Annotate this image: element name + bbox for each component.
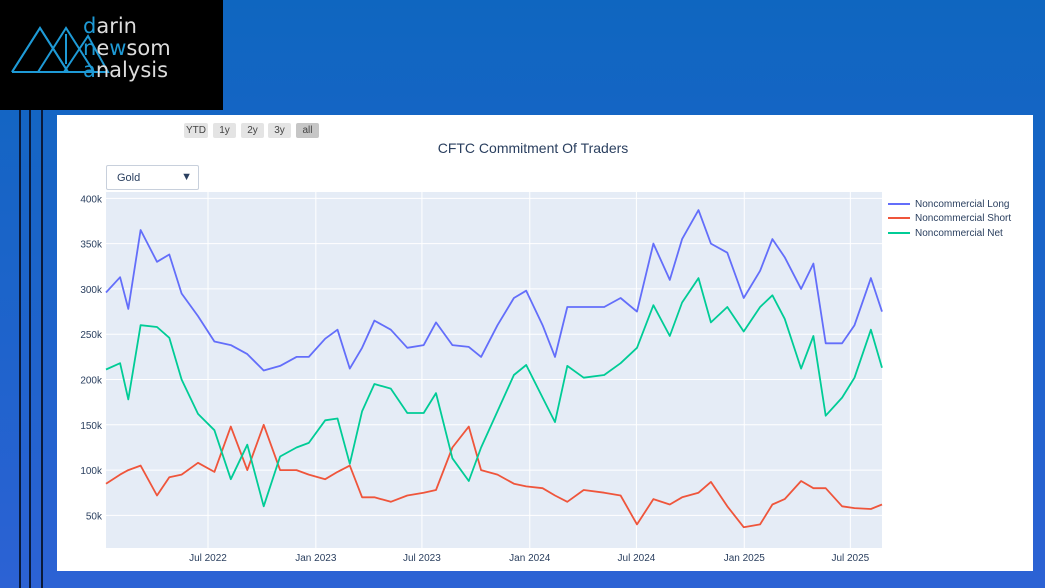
x-tick-label: Jan 2023: [295, 553, 337, 564]
logo-text: arin: [96, 14, 137, 38]
legend-swatch: [888, 217, 910, 220]
range-button-all[interactable]: all: [296, 123, 319, 138]
logo-letter: n: [83, 36, 97, 60]
x-tick-label: Jul 2024: [618, 553, 656, 564]
series-line-noncommercial-net: [105, 277, 883, 508]
decorative-line: [19, 110, 21, 588]
legend-item-long[interactable]: Noncommercial Long: [888, 199, 1010, 210]
chevron-down-icon: ▼: [181, 171, 192, 183]
y-tick-label: 150k: [80, 421, 103, 432]
x-tick-label: Jul 2023: [403, 553, 441, 564]
mountain-logo-icon: [11, 26, 110, 73]
y-tick-label: 100k: [80, 466, 103, 477]
logo-text: e: [96, 36, 110, 60]
commodity-dropdown[interactable]: Gold ▼: [106, 165, 199, 190]
decorative-line: [29, 110, 31, 588]
legend-item-short[interactable]: Noncommercial Short: [888, 213, 1011, 224]
y-tick-label: 400k: [80, 194, 103, 205]
y-tick-label: 250k: [80, 330, 103, 341]
y-tick-label: 50k: [86, 511, 103, 522]
x-tick-label: Jul 2022: [189, 553, 227, 564]
series-line-noncommercial-long: [105, 209, 883, 372]
range-button-1y[interactable]: 1y: [213, 123, 236, 138]
y-tick-label: 300k: [80, 285, 103, 296]
legend-swatch: [888, 232, 910, 235]
range-button-ytd[interactable]: YTD: [184, 123, 208, 138]
logo: darin newsom analysis: [0, 0, 223, 110]
series-line-noncommercial-short: [105, 423, 883, 529]
plot-area: [106, 192, 882, 548]
legend-label: Noncommercial Long: [915, 199, 1010, 210]
dropdown-selected: Gold: [117, 172, 141, 184]
chart-title: CFTC Commitment Of Traders: [437, 140, 629, 156]
logo-text: som: [126, 36, 171, 60]
logo-text: nalysis: [95, 58, 169, 82]
logo-letter: a: [83, 58, 96, 82]
logo-letter: w: [109, 36, 127, 60]
x-tick-label: Jan 2024: [509, 553, 551, 564]
x-tick-label: Jul 2025: [831, 553, 869, 564]
x-tick-label: Jan 2025: [724, 553, 766, 564]
range-button-2y[interactable]: 2y: [241, 123, 264, 138]
y-tick-label: 350k: [80, 240, 103, 251]
legend-label: Noncommercial Net: [915, 228, 1003, 239]
decorative-line: [41, 110, 43, 588]
legend-swatch: [888, 203, 910, 206]
legend-label: Noncommercial Short: [915, 213, 1012, 224]
logo-letter: d: [83, 14, 97, 38]
range-button-3y[interactable]: 3y: [268, 123, 291, 138]
legend-item-net[interactable]: Noncommercial Net: [888, 228, 1003, 239]
y-tick-label: 200k: [80, 376, 103, 387]
